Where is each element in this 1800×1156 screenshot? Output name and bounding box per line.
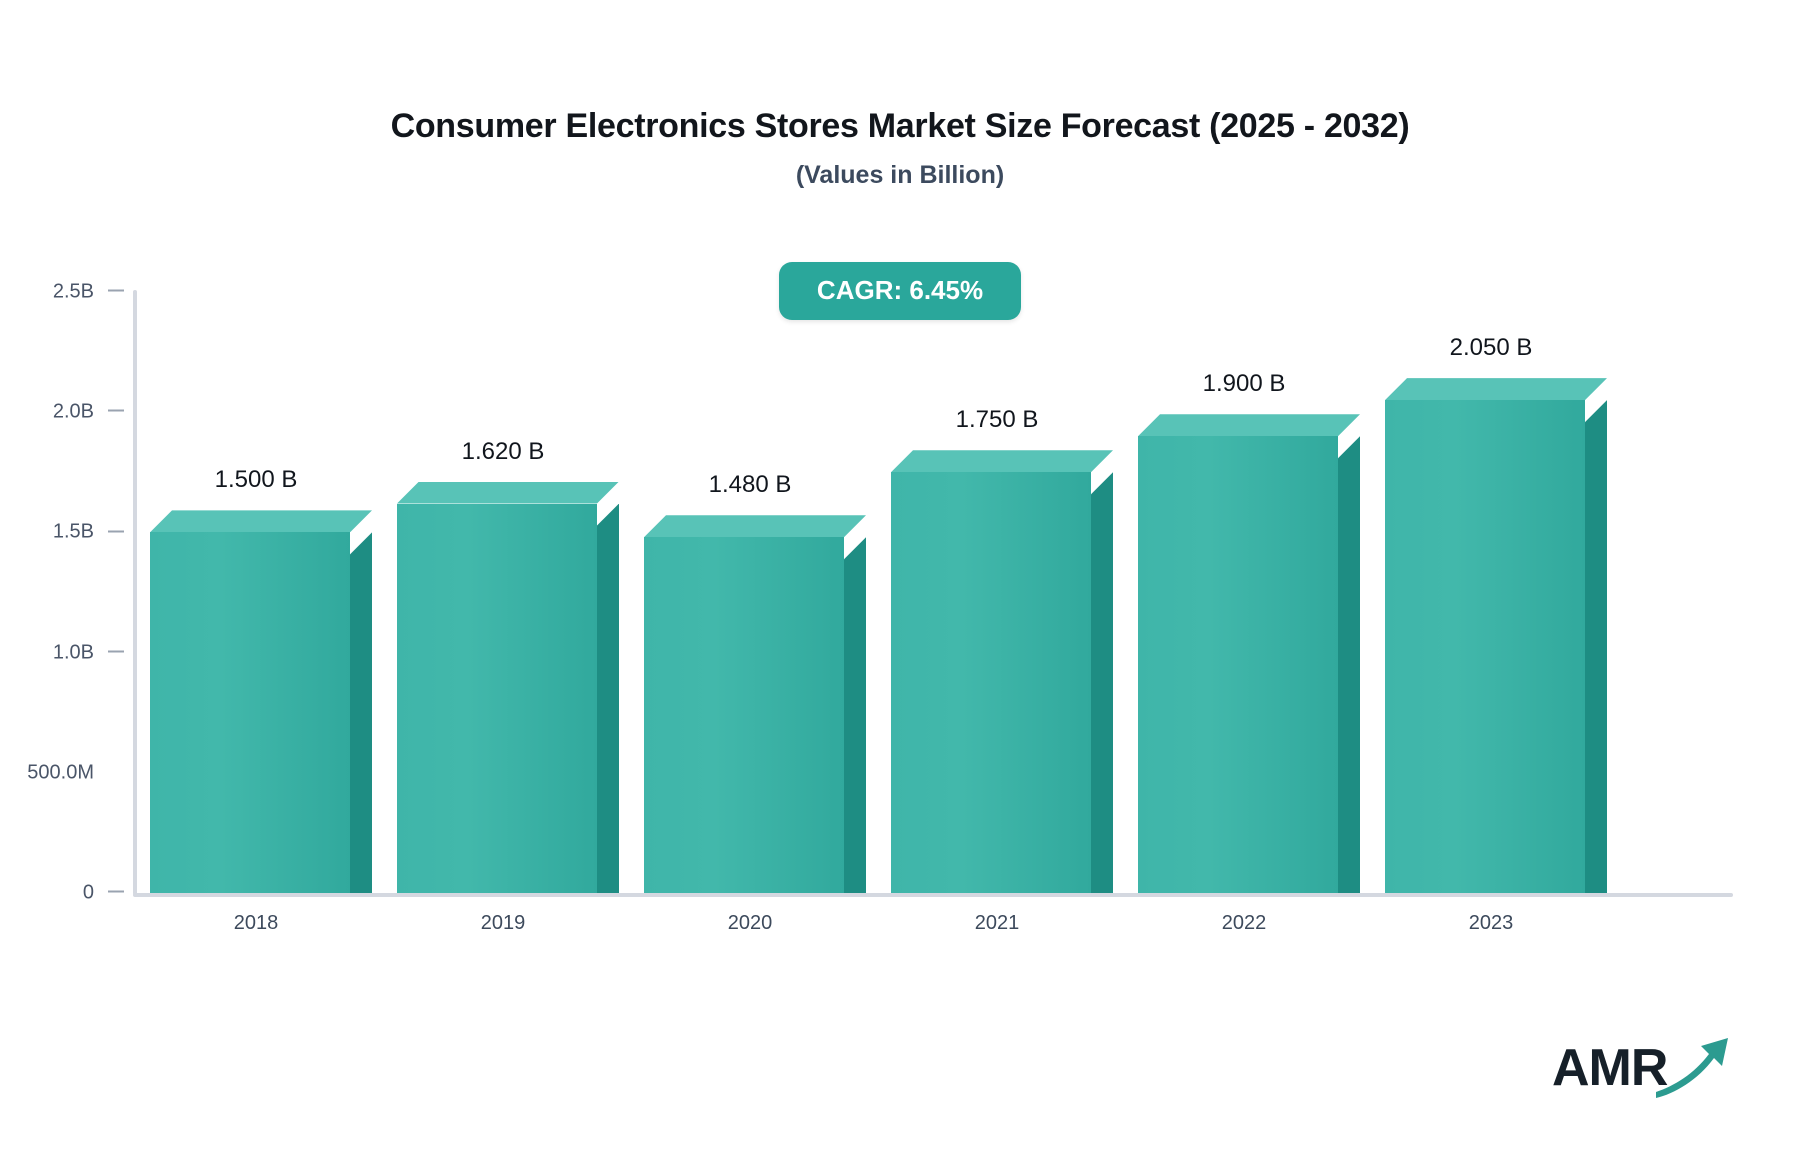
y-tick-label: 1.0B bbox=[52, 641, 94, 664]
bar-2021[interactable] bbox=[891, 450, 1113, 893]
bar-2023[interactable] bbox=[1385, 378, 1607, 893]
y-tick-2: 1.0B bbox=[0, 641, 124, 664]
y-tick-mark bbox=[108, 409, 124, 412]
bar-value-label: 1.480 B bbox=[708, 471, 792, 499]
cagr-badge: CAGR: 6.45% bbox=[778, 262, 1022, 320]
y-tick-0: 0 bbox=[0, 882, 124, 905]
chart-title: Consumer Electronics Stores Market Size … bbox=[390, 107, 1410, 145]
y-tick-4: 2.0B bbox=[0, 401, 124, 424]
y-tick-label: 2.5B bbox=[52, 280, 94, 303]
bar-value-label: 1.750 B bbox=[955, 406, 1039, 434]
bar-top-face bbox=[891, 450, 1113, 473]
bar-side-face bbox=[844, 537, 866, 893]
bar-top-face bbox=[1138, 414, 1360, 437]
bar-side-face bbox=[1338, 436, 1360, 893]
y-axis-line bbox=[133, 290, 137, 895]
y-tick-3: 1.5B bbox=[0, 521, 124, 544]
bar-top-face bbox=[150, 510, 372, 533]
x-tick-label-2020: 2020 bbox=[727, 912, 773, 934]
bar-front-face bbox=[891, 472, 1091, 893]
x-tick-label-2023: 2023 bbox=[1468, 912, 1514, 934]
y-tick-label: 1.5B bbox=[52, 520, 94, 543]
bar-2020[interactable] bbox=[644, 515, 866, 893]
y-tick-label: 2.0B bbox=[52, 400, 94, 423]
bar-value-label: 2.050 B bbox=[1449, 334, 1533, 362]
bar-2019[interactable] bbox=[397, 481, 619, 893]
x-axis-line bbox=[133, 893, 1733, 897]
bar-top-face bbox=[397, 481, 619, 504]
cagr-badge-wrapper: CAGR: 6.45% bbox=[0, 262, 1800, 320]
y-tick-label: 500.0M bbox=[27, 761, 94, 784]
y-tick-mark bbox=[108, 289, 124, 292]
x-tick-label-2018: 2018 bbox=[233, 912, 279, 934]
bar-2022[interactable] bbox=[1138, 414, 1360, 893]
x-tick-label-2021: 2021 bbox=[974, 912, 1020, 934]
growth-arrow-icon bbox=[1656, 1038, 1728, 1098]
bar-side-face bbox=[597, 503, 619, 893]
bar-front-face bbox=[150, 532, 350, 893]
bar-value-label: 1.900 B bbox=[1202, 370, 1286, 398]
bar-side-face bbox=[1091, 472, 1113, 893]
amr-logo-text: AMR bbox=[1552, 1039, 1668, 1097]
y-tick-5: 2.5B bbox=[0, 281, 124, 304]
amr-logo: AMR bbox=[1552, 1036, 1742, 1118]
bar-value-label: 1.500 B bbox=[214, 466, 298, 494]
bar-top-face bbox=[1385, 378, 1607, 401]
bar-2018[interactable] bbox=[150, 510, 372, 893]
y-tick-mark bbox=[108, 530, 124, 533]
y-tick-mark bbox=[108, 650, 124, 653]
bar-front-face bbox=[397, 503, 597, 893]
chart-header: Consumer Electronics Stores Market Size … bbox=[0, 107, 1800, 190]
bar-top-face bbox=[644, 515, 866, 538]
chart-subtitle: (Values in Billion) bbox=[795, 161, 1005, 190]
bar-front-face bbox=[644, 537, 844, 893]
x-tick-label-2019: 2019 bbox=[480, 912, 526, 934]
y-tick-label: 0 bbox=[82, 881, 94, 904]
y-tick-mark bbox=[108, 890, 124, 893]
bar-side-face bbox=[1585, 400, 1607, 893]
y-tick-1: 500.0M bbox=[0, 761, 124, 784]
bar-front-face bbox=[1138, 436, 1338, 893]
bar-front-face bbox=[1385, 400, 1585, 893]
bar-value-label: 1.620 B bbox=[461, 437, 545, 465]
bar-side-face bbox=[350, 532, 372, 893]
x-tick-label-2022: 2022 bbox=[1221, 912, 1267, 934]
